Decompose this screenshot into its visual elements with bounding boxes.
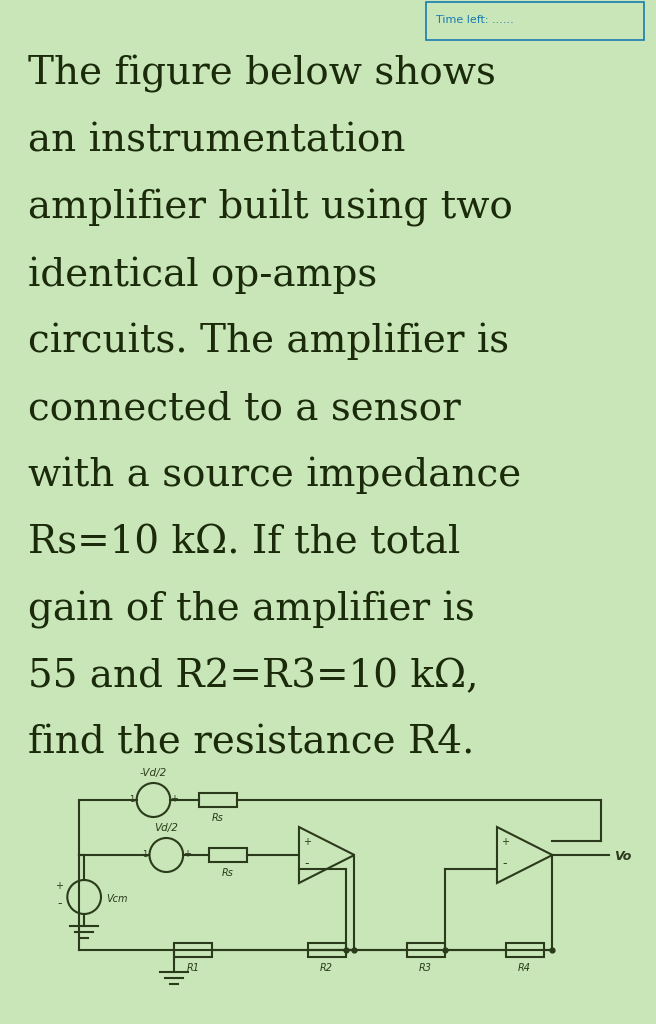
Text: connected to a sensor: connected to a sensor xyxy=(28,390,461,427)
Bar xyxy=(308,943,346,957)
Text: R4: R4 xyxy=(518,963,531,973)
Text: with a source impedance: with a source impedance xyxy=(28,457,521,495)
Text: R3: R3 xyxy=(419,963,432,973)
Bar xyxy=(426,2,644,40)
Text: Vo: Vo xyxy=(614,851,631,863)
Text: +: + xyxy=(183,849,191,859)
Text: -: - xyxy=(502,857,507,870)
Text: 1: 1 xyxy=(129,795,134,804)
Text: +: + xyxy=(303,837,311,847)
Text: Rs=10 kΩ. If the total: Rs=10 kΩ. If the total xyxy=(28,524,460,561)
Bar xyxy=(407,943,445,957)
Bar xyxy=(506,943,544,957)
Text: 55 and R2=R3=10 kΩ,: 55 and R2=R3=10 kΩ, xyxy=(28,658,478,695)
Text: R1: R1 xyxy=(186,963,199,973)
Text: Vd/2: Vd/2 xyxy=(154,823,178,833)
Bar xyxy=(199,793,237,807)
Text: gain of the amplifier is: gain of the amplifier is xyxy=(28,591,474,629)
Text: -Vd/2: -Vd/2 xyxy=(140,768,167,778)
Text: +: + xyxy=(501,837,509,847)
Text: The figure below shows: The figure below shows xyxy=(28,55,495,93)
Text: Time left: ......: Time left: ...... xyxy=(436,15,514,25)
Bar xyxy=(174,943,212,957)
Text: find the resistance R4.: find the resistance R4. xyxy=(28,725,474,762)
Text: circuits. The amplifier is: circuits. The amplifier is xyxy=(28,323,509,360)
Text: Rs: Rs xyxy=(222,868,234,878)
Text: +: + xyxy=(171,794,178,804)
Text: -: - xyxy=(304,857,309,870)
Text: an instrumentation: an instrumentation xyxy=(28,122,405,159)
Text: amplifier built using two: amplifier built using two xyxy=(28,189,512,227)
Text: 1: 1 xyxy=(142,850,147,859)
Text: R2: R2 xyxy=(320,963,333,973)
Text: Vcm: Vcm xyxy=(106,894,127,904)
Text: identical op-amps: identical op-amps xyxy=(28,256,377,294)
Text: Rs: Rs xyxy=(212,813,224,823)
Bar xyxy=(209,848,247,862)
Text: +: + xyxy=(55,881,64,891)
Text: -: - xyxy=(57,897,62,910)
